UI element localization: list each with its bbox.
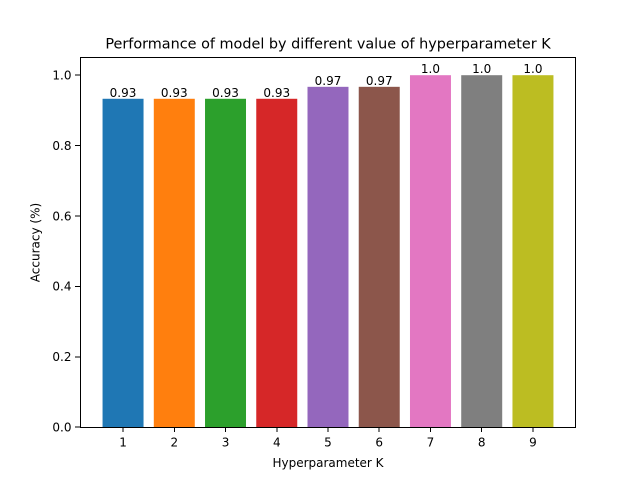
bar-5 bbox=[307, 86, 349, 428]
x-axis: 1 2 3 4 5 6 7 8 9 bbox=[119, 427, 537, 450]
x-tick-label-2: 2 bbox=[170, 436, 178, 450]
bar-8 bbox=[461, 75, 503, 428]
data-label-9: 1.0 bbox=[523, 62, 542, 76]
y-tick-label-0.8: 0.8 bbox=[52, 139, 71, 153]
bar-7 bbox=[409, 75, 451, 428]
data-label-5: 0.97 bbox=[315, 74, 342, 88]
x-tick-label-4: 4 bbox=[273, 436, 281, 450]
x-tick-label-1: 1 bbox=[119, 436, 127, 450]
data-labels-group: 0.93 0.93 0.93 0.93 0.97 0.97 1.0 1.0 1.0 bbox=[110, 62, 543, 100]
x-tick-label-5: 5 bbox=[324, 436, 332, 450]
chart-title: Performance of model by different value … bbox=[105, 37, 551, 53]
data-label-4: 0.93 bbox=[263, 86, 290, 100]
bars-group bbox=[102, 75, 554, 428]
y-tick-label-0.0: 0.0 bbox=[52, 421, 71, 435]
bar-2 bbox=[153, 98, 195, 428]
bar-6 bbox=[358, 86, 400, 428]
x-tick-label-8: 8 bbox=[478, 436, 486, 450]
data-label-3: 0.93 bbox=[212, 86, 239, 100]
x-tick-label-3: 3 bbox=[222, 436, 230, 450]
bar-3 bbox=[205, 98, 247, 428]
bar-1 bbox=[102, 98, 144, 428]
y-axis-title: Accuracy (%) bbox=[29, 203, 43, 282]
y-tick-label-0.4: 0.4 bbox=[52, 280, 71, 294]
x-tick-label-6: 6 bbox=[375, 436, 383, 450]
x-tick-label-7: 7 bbox=[427, 436, 435, 450]
data-label-1: 0.93 bbox=[110, 86, 137, 100]
x-axis-title: Hyperparameter K bbox=[272, 456, 384, 470]
y-axis: 0.0 0.2 0.4 0.6 0.8 1.0 bbox=[52, 69, 80, 435]
y-tick-label-0.6: 0.6 bbox=[52, 209, 71, 223]
data-label-8: 1.0 bbox=[472, 62, 491, 76]
x-tick-label-9: 9 bbox=[529, 436, 537, 450]
data-label-2: 0.93 bbox=[161, 86, 188, 100]
y-tick-label-1.0: 1.0 bbox=[52, 69, 71, 83]
data-label-6: 0.97 bbox=[366, 74, 393, 88]
data-label-7: 1.0 bbox=[421, 62, 440, 76]
bar-9 bbox=[512, 75, 554, 428]
y-tick-label-0.2: 0.2 bbox=[52, 350, 71, 364]
bar-4 bbox=[256, 98, 298, 428]
